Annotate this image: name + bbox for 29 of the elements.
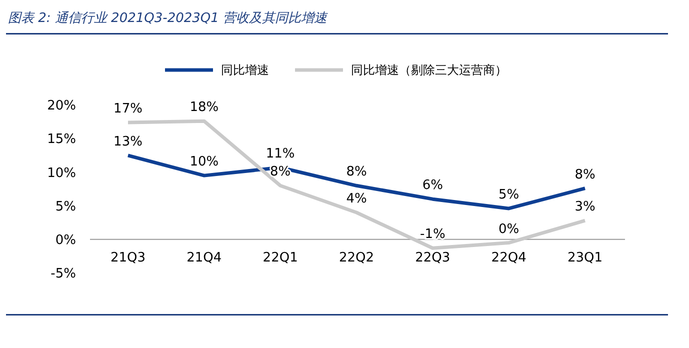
legend-label: 同比增速 bbox=[221, 63, 269, 78]
x-tick-label: 22Q2 bbox=[338, 250, 374, 266]
y-tick-label: 5% bbox=[55, 199, 76, 214]
data-label: -1% bbox=[420, 227, 446, 242]
x-tick-label: 21Q4 bbox=[186, 250, 222, 266]
data-label: 13% bbox=[114, 134, 142, 150]
data-label: 11% bbox=[266, 146, 295, 162]
y-tick-label: -5% bbox=[50, 266, 76, 282]
x-tick-label: 22Q1 bbox=[262, 250, 298, 266]
y-tick-label: 10% bbox=[47, 166, 76, 181]
data-label: 3% bbox=[574, 200, 596, 215]
y-tick-label: 20% bbox=[47, 98, 76, 114]
y-tick-label: 0% bbox=[55, 232, 76, 248]
data-label: 4% bbox=[346, 192, 367, 207]
data-label: 0% bbox=[498, 222, 520, 237]
data-label: 6% bbox=[422, 178, 443, 194]
data-label: 18% bbox=[190, 100, 219, 116]
x-tick-label: 22Q4 bbox=[491, 250, 526, 266]
data-label: 8% bbox=[346, 164, 367, 180]
x-tick-label: 23Q1 bbox=[567, 250, 603, 266]
y-tick-label: 15% bbox=[47, 132, 76, 148]
chart-title: 图表 2: 通信行业 2021Q3-2023Q1 营收及其同比增速 bbox=[8, 11, 328, 26]
x-tick-label: 21Q3 bbox=[110, 250, 146, 266]
data-label: 5% bbox=[498, 187, 520, 202]
data-label: 8% bbox=[574, 167, 596, 182]
data-label: 17% bbox=[114, 101, 142, 116]
legend-label: 同比增速（剔除三大运营商） bbox=[351, 63, 507, 78]
data-label: 10% bbox=[190, 154, 219, 170]
x-tick-label: 22Q3 bbox=[415, 250, 450, 266]
